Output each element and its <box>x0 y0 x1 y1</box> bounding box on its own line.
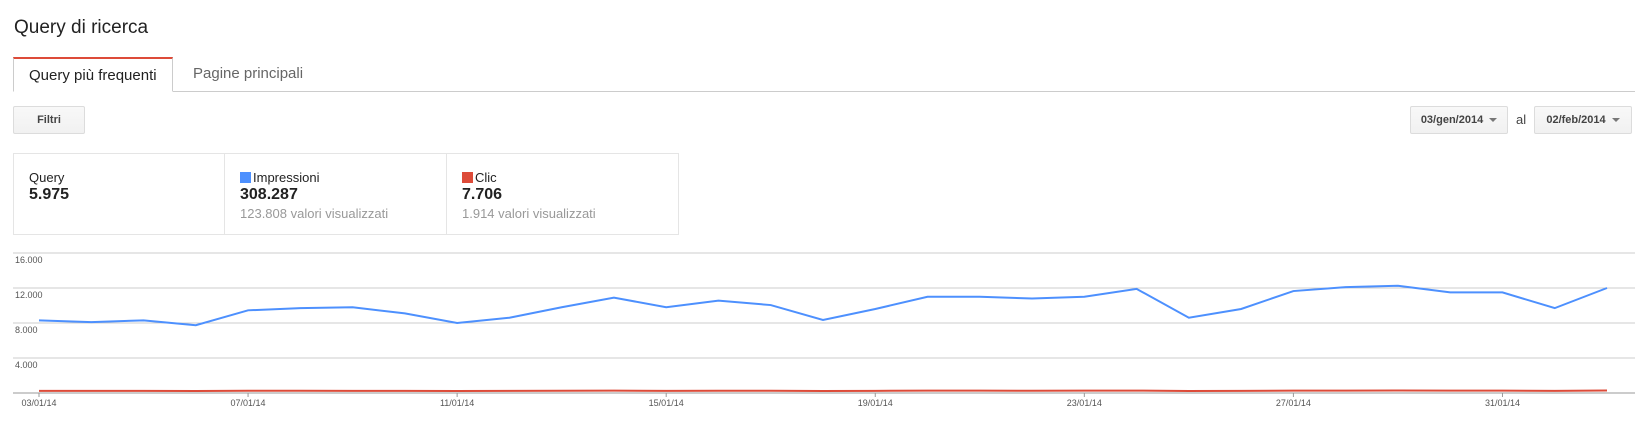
legend-swatch <box>240 172 251 183</box>
date-from-button[interactable]: 03/gen/2014 <box>1410 106 1508 134</box>
tab-active[interactable]: Query più frequenti <box>13 57 173 92</box>
page-title: Query di ricerca <box>14 17 149 38</box>
legend-label: Impressioni <box>253 170 320 185</box>
y-tick-label: 4.000 <box>15 360 38 370</box>
y-tick-label: 8.000 <box>15 325 38 335</box>
x-tick-label: 27/01/14 <box>1276 398 1311 408</box>
x-tick-label: 03/01/14 <box>21 398 56 408</box>
stat-label-row: Impressioni <box>240 170 446 185</box>
x-tick-label: 15/01/14 <box>649 398 684 408</box>
y-tick-label: 12.000 <box>15 290 43 300</box>
button-label: Filtri <box>37 114 61 126</box>
stat-impressions[interactable]: Impressioni 308.287 123.808 valori visua… <box>224 154 446 234</box>
stat-label: Query <box>29 170 65 185</box>
x-tick-label: 23/01/14 <box>1067 398 1102 408</box>
tab[interactable]: Pagine principali <box>193 65 304 82</box>
stat-value: 308.287 <box>240 186 298 203</box>
filter-button[interactable]: Filtri <box>13 106 85 134</box>
x-tick-label: 31/01/14 <box>1485 398 1520 408</box>
stat-query: Query 5.975 <box>14 154 224 234</box>
tab-divider <box>13 91 1635 92</box>
stat-note: 123.808 valori visualizzati <box>240 206 389 221</box>
stat-label-row: Clic <box>462 170 678 185</box>
stat-value: 5.975 <box>29 186 70 203</box>
button-label: 03/gen/2014 <box>1420 114 1484 126</box>
x-tick-label: 11/01/14 <box>440 398 474 408</box>
caret <box>1611 118 1620 123</box>
caret <box>1489 118 1498 123</box>
stat-clicks[interactable]: Clic 7.706 1.914 valori visualizzati <box>446 154 678 234</box>
y-tick-label: 16.000 <box>15 255 43 265</box>
button-label: 02/feb/2014 <box>1546 114 1606 126</box>
x-tick-label: 19/01/14 <box>858 398 893 408</box>
stat-value: 7.706 <box>462 186 503 203</box>
stat-note: 1.914 valori visualizzati <box>462 206 596 221</box>
series-line <box>38 284 1608 327</box>
date-separator: al <box>1516 112 1527 127</box>
x-tick-label: 07/01/14 <box>231 398 266 408</box>
date-to-button[interactable]: 02/feb/2014 <box>1534 106 1632 134</box>
legend-swatch <box>462 172 473 183</box>
chart: 4.000 8.000 12.000 16.000 03/01/14 07/01/14 11… <box>13 252 1635 408</box>
stats-panel: Query 5.975 Impressioni 308.287 123.808 … <box>13 153 679 235</box>
legend-label: Clic <box>475 170 497 185</box>
